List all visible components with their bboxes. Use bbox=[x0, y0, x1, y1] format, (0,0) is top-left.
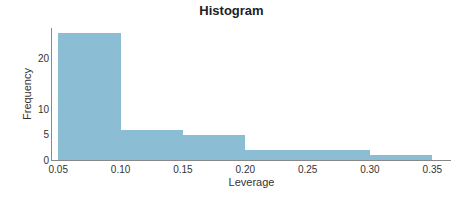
svg-text:Leverage: Leverage bbox=[229, 176, 275, 188]
svg-text:0.10: 0.10 bbox=[111, 164, 131, 175]
svg-text:0.30: 0.30 bbox=[360, 164, 380, 175]
svg-text:20: 20 bbox=[38, 53, 50, 64]
svg-text:0: 0 bbox=[43, 155, 49, 166]
svg-text:0.05: 0.05 bbox=[48, 164, 68, 175]
svg-text:10: 10 bbox=[38, 104, 50, 115]
svg-text:0.15: 0.15 bbox=[173, 164, 193, 175]
svg-text:0.35: 0.35 bbox=[423, 164, 443, 175]
svg-text:0.25: 0.25 bbox=[298, 164, 318, 175]
svg-text:Frequency: Frequency bbox=[21, 68, 33, 120]
svg-text:5: 5 bbox=[43, 129, 49, 140]
svg-text:Histogram: Histogram bbox=[199, 3, 263, 18]
svg-text:0.20: 0.20 bbox=[236, 164, 256, 175]
